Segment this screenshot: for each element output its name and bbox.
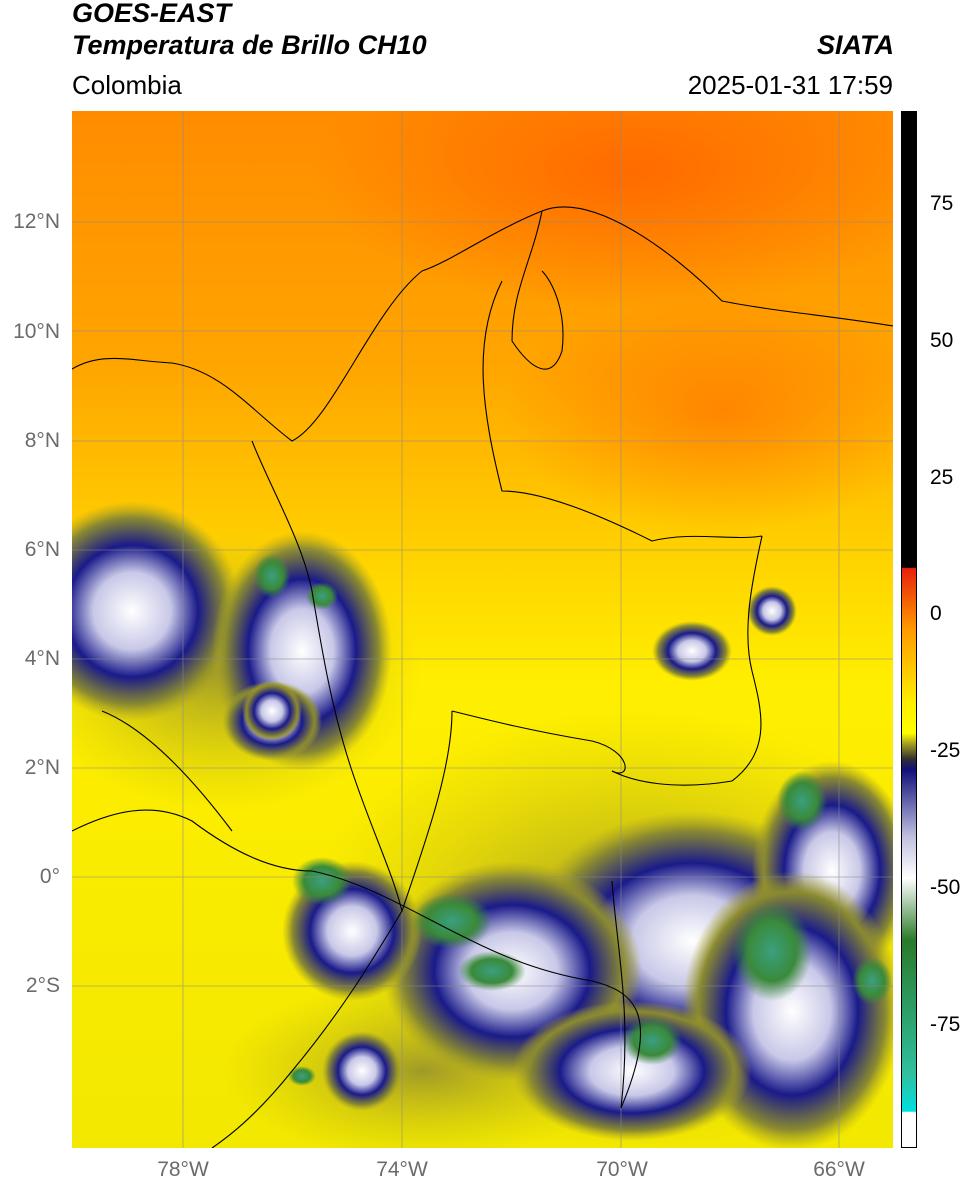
- colorbar-label-0: 0: [930, 602, 942, 625]
- title-line1: GOES-EAST: [72, 0, 232, 28]
- lat-label-10n: 10°N: [13, 320, 60, 343]
- colorbar-label-m50: -50: [930, 876, 961, 899]
- cold-top: [292, 857, 352, 905]
- cold-top: [852, 957, 892, 1005]
- colorbar-label-75: 75: [930, 192, 954, 215]
- colorbar-label-50: 50: [930, 329, 954, 352]
- lon-label-74w: 74°W: [376, 1158, 428, 1181]
- lat-label-4n: 4°N: [24, 647, 60, 670]
- lat-label-12n: 12°N: [13, 210, 60, 233]
- lat-label-6n: 6°N: [24, 538, 60, 561]
- lat-label-8n: 8°N: [24, 429, 60, 452]
- graticule: [72, 111, 893, 1148]
- cloud-cluster: [242, 681, 302, 741]
- lat-label-0: 0°: [39, 865, 60, 888]
- cold-top: [288, 1066, 316, 1086]
- cold-top: [622, 1017, 682, 1065]
- cold-top: [254, 554, 290, 598]
- cloud-cluster: [747, 586, 797, 636]
- agency-label: SIATA: [817, 30, 894, 60]
- warm-region: [312, 111, 893, 311]
- colorbar-label-25: 25: [930, 466, 954, 489]
- cold-top: [458, 951, 526, 991]
- cloud-cluster: [72, 501, 242, 721]
- datetime-label: 2025-01-31 17:59: [687, 70, 893, 100]
- cold-top: [777, 771, 827, 831]
- lat-label-2n: 2°N: [24, 756, 60, 779]
- cloud-cluster: [652, 621, 732, 681]
- title-line2: Temperatura de Brillo CH10: [72, 30, 427, 60]
- cloud-cluster: [322, 1031, 402, 1111]
- region-label: Colombia: [72, 70, 182, 100]
- cloud-cluster: [512, 1001, 752, 1141]
- satellite-map: [72, 111, 893, 1148]
- colorbar: [901, 111, 917, 1148]
- lat-label-2s: 2°S: [25, 974, 60, 997]
- borders: [72, 206, 893, 1148]
- lon-label-66w: 66°W: [813, 1158, 865, 1181]
- warm-region: [502, 291, 893, 531]
- cold-top: [412, 893, 492, 949]
- lon-label-70w: 70°W: [596, 1158, 648, 1181]
- cold-top: [732, 901, 812, 1001]
- colorbar-label-m25: -25: [930, 739, 961, 762]
- lon-label-78w: 78°W: [157, 1158, 209, 1181]
- colorbar-label-m75: -75: [930, 1013, 961, 1036]
